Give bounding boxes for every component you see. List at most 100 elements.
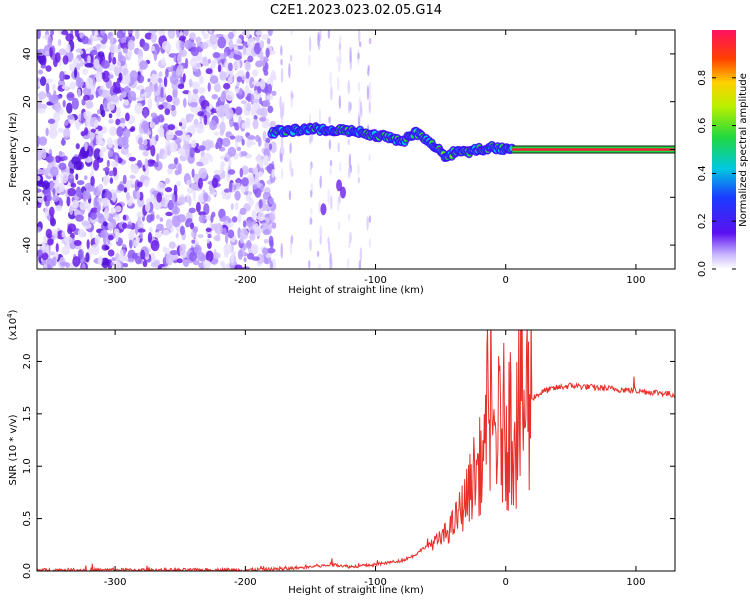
spectrogram-cell [207,234,212,239]
spectrogram-cell [252,69,259,77]
y-tick-label: 1.5 [22,406,33,422]
spectrogram-cell [197,177,203,189]
spectrogram-cell [137,137,143,146]
spectrogram-cell [337,221,341,231]
spectrogram-cell [161,196,166,206]
spectrogram-cell [52,195,60,202]
spectrogram-cell [247,37,256,49]
spectrogram-cell [143,107,148,119]
spectrogram-cell [348,213,351,222]
spectrogram-cell [265,47,270,58]
spectrogram-cell [221,194,231,200]
spectrogram-y-ticks: -40 -20 0 20 40 [22,48,675,253]
spectrogram-cell [271,222,277,229]
spectrogram-cell [61,85,69,90]
spectrogram-cell [37,69,43,75]
spectrogram-cell [99,149,104,159]
spectrogram-cell [203,192,209,202]
spectrogram-cell [223,82,231,90]
spectrogram-cell [37,48,46,56]
colorbar-tick-label: 0.6 [697,118,708,134]
spectrogram-cell [43,195,47,202]
spectrogram-cell [246,239,252,249]
spectrogram-cell [106,137,114,149]
spectrogram-cell [205,68,213,75]
spectrogram-cell [330,195,333,210]
spectrogram-cell [182,73,186,83]
spectrogram-cell [177,163,182,175]
steady-signal-core [512,148,675,151]
spectrogram-cell [231,216,238,223]
spectrogram-cell [158,30,164,37]
spectrogram-cell [142,150,149,157]
spectrogram-cell [129,174,136,180]
spectrogram-cell [207,58,211,64]
spectrogram-cell [102,167,110,172]
spectrogram-cell [209,75,219,84]
spectrogram-cell [348,153,352,169]
spectrogram-cell [173,184,178,196]
spectrogram-cell [224,107,234,120]
spectrogram-cell [202,56,208,62]
spectrogram-cell [110,94,119,103]
spectrogram-cell [62,55,69,65]
spectrogram-cell [41,149,47,160]
spectrogram-cell [222,227,227,236]
spectrogram-cell [368,81,372,94]
spectrogram-cell [109,177,114,184]
spectrogram-cell [77,228,85,238]
spectrogram-cell [84,62,94,68]
spectrogram-cell [165,218,173,230]
spectrogram-cell [95,71,103,83]
spectrogram-cell [233,184,237,191]
spectrogram-cell [76,180,85,186]
spectrogram-cell [290,96,293,109]
spectrogram-cell [192,226,199,234]
spectrogram-cell [225,90,235,102]
spectrogram-cell [117,51,123,61]
spectrogram-cell [319,30,322,42]
spectrogram-cell [256,86,262,94]
spectrogram-cell [182,98,187,108]
spectrogram-cell [191,183,197,191]
spectrogram-cell [330,86,333,101]
spectrogram-cell [114,214,121,222]
spectrogram-cell [254,81,262,87]
spectrogram-cell [263,154,269,164]
spectrogram-cell [170,254,179,261]
spectrogram-cell [164,177,171,185]
spectrogram-cell [194,69,202,78]
spectrogram-cell [162,229,170,236]
spectrogram-cell [128,156,137,162]
spectrogram-cell [116,107,121,119]
spectrogram-cell [179,49,188,58]
colorbar-tick-label: 0.8 [697,70,708,86]
spectrogram-cell [110,261,114,266]
spectrogram-cell [100,43,107,50]
spectrogram-cell [174,201,178,213]
spectrogram-cell [327,236,330,245]
spectrogram-cell [213,83,221,93]
spectrogram-cell [347,138,350,146]
spectrogram-cell [281,101,285,117]
spectrogram-cell [357,176,361,184]
colorbar-tick-label: 0.4 [697,165,708,181]
spectrogram-cell [47,35,53,48]
spectrogram-cell [111,192,117,203]
spectrogram-cell [236,146,242,152]
spectrogram-cell [339,51,342,66]
spectrogram-cell [154,231,163,239]
spectrogram-cell [288,158,292,172]
spectrogram-cell [259,79,266,90]
spectrogram-cell [221,170,226,179]
spectrogram-cell [220,160,226,168]
spectrogram-cell [75,186,82,198]
spectrogram-cell [106,159,110,168]
spectrogram-cell [266,37,271,45]
spectrogram-cell [214,223,218,234]
spectrogram-cell [338,42,342,50]
spectrogram-cell [368,153,371,162]
spectrogram-cell [327,188,330,205]
spectrogram-cell [330,258,333,269]
spectrogram-cell [97,115,101,122]
